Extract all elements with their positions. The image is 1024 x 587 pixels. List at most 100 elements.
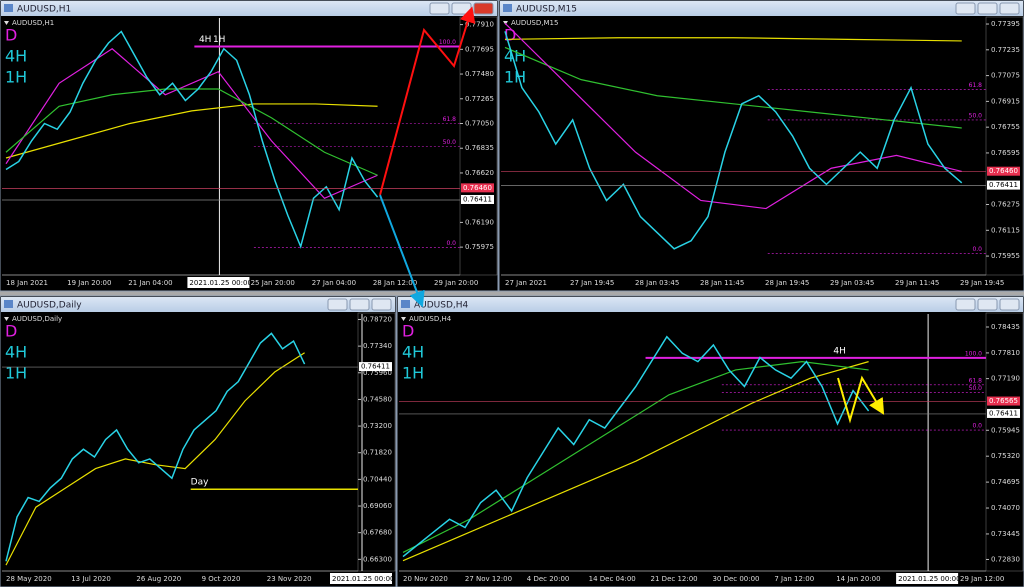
price-tag-label: 0.76411 xyxy=(989,409,1018,417)
x-tick-label: 29 Jan 03:45 xyxy=(830,279,874,287)
fib-label: 50.0 xyxy=(969,385,983,392)
y-tick-label: 0.75945 xyxy=(991,426,1020,434)
restore-button[interactable] xyxy=(977,2,998,15)
fib-label: 100.0 xyxy=(439,39,456,46)
x-tick-label: 14 Jan 20:00 xyxy=(836,575,880,583)
x-tick-label: 26 Aug 2020 xyxy=(136,575,181,583)
y-tick-label: 0.76595 xyxy=(991,149,1020,157)
chart-window: AUDUSD,H4AUDUSD,H4D4H1H0.784350.778100.7… xyxy=(396,295,1024,587)
x-tick-label: 21 Dec 12:00 xyxy=(651,575,698,583)
timeframe-label: 1H xyxy=(5,68,27,87)
minimize-button[interactable] xyxy=(429,2,450,15)
y-tick-label: 0.77480 xyxy=(465,70,494,78)
y-tick-label: 0.75320 xyxy=(991,452,1020,460)
close-button[interactable] xyxy=(999,298,1020,311)
price-tag xyxy=(987,166,1020,176)
moving-average xyxy=(504,22,962,210)
axis-panel xyxy=(459,16,498,276)
y-tick-label: 0.75960 xyxy=(363,369,392,377)
y-tick-label: 0.77910 xyxy=(465,21,494,29)
annotation: 4H xyxy=(833,346,846,356)
close-button[interactable] xyxy=(473,2,494,15)
timeframe-label: 4H xyxy=(504,47,526,66)
y-tick-label: 0.77190 xyxy=(991,375,1020,383)
x-tick-label: 30 Dec 00:00 xyxy=(712,575,759,583)
x-tick-label: 23 Nov 2020 xyxy=(267,575,312,583)
title-bar xyxy=(500,1,1023,16)
blue-arrow xyxy=(379,194,425,308)
window-title: AUDUSD,Daily xyxy=(17,301,82,311)
symbol-label: AUDUSD,H1 xyxy=(12,19,54,27)
x-tick-label: 29 Jan 20:00 xyxy=(434,279,478,287)
fib-label: 100.0 xyxy=(965,350,982,357)
timeframe-label: 4H xyxy=(5,343,27,362)
fib-label: 0.0 xyxy=(446,240,456,247)
y-tick-label: 0.76190 xyxy=(465,218,494,226)
y-tick-label: 0.77395 xyxy=(991,20,1020,28)
close-button[interactable] xyxy=(371,298,392,311)
date-highlight xyxy=(187,277,250,288)
title-bar xyxy=(1,1,497,16)
restore-button[interactable] xyxy=(349,298,370,311)
x-tick-label: 29 Jan 11:45 xyxy=(895,279,939,287)
y-tick-label: 0.76915 xyxy=(991,97,1020,105)
fib-label: 50.0 xyxy=(969,112,983,119)
y-tick-label: 0.67680 xyxy=(363,529,392,537)
x-tick-label: 21 Jan 04:00 xyxy=(128,279,172,287)
y-tick-label: 0.74695 xyxy=(991,478,1020,486)
y-tick-label: 0.76115 xyxy=(991,226,1020,234)
annotation: 4H xyxy=(199,35,212,45)
label-triangle xyxy=(4,21,9,25)
fib-label: 0.0 xyxy=(972,246,982,253)
y-tick-label: 0.78720 xyxy=(363,315,392,323)
y-tick-label: 0.75975 xyxy=(465,243,494,251)
y-tick-label: 0.77075 xyxy=(991,72,1020,80)
x-tick-label: 29 Jan 19:45 xyxy=(960,279,1004,287)
x-tick-label: 4 Dec 20:00 xyxy=(527,575,570,583)
price-tag-label: 0.76411 xyxy=(361,363,390,371)
x-tick-label: 27 Jan 19:45 xyxy=(570,279,614,287)
restore-button[interactable] xyxy=(977,298,998,311)
y-tick-label: 0.76835 xyxy=(465,144,494,152)
x-tick-label: 28 Jan 11:45 xyxy=(700,279,744,287)
moving-average xyxy=(402,361,869,562)
window-icon xyxy=(401,300,410,308)
x-tick-label: 28 Jan 03:45 xyxy=(635,279,679,287)
x-tick-label: 18 Jan 2021 xyxy=(6,279,48,287)
window-frame xyxy=(0,295,397,587)
price-line xyxy=(5,30,379,249)
y-tick-label: 0.73200 xyxy=(363,422,392,430)
moving-average xyxy=(402,361,869,553)
chart-window: AUDUSD,DailyAUDUSD,DailyD4H1H0.787200.77… xyxy=(0,295,397,587)
minimize-button[interactable] xyxy=(955,2,976,15)
price-line xyxy=(504,31,963,250)
x-tick-label: 28 May 2020 xyxy=(6,575,52,583)
restore-button[interactable] xyxy=(451,2,472,15)
timeframe-label: D xyxy=(5,322,17,341)
x-tick-label: 27 Nov 12:00 xyxy=(465,575,512,583)
x-tick-label: 7 Jan 12:00 xyxy=(774,575,814,583)
red-arrow xyxy=(379,6,476,196)
window-icon xyxy=(503,4,512,12)
y-tick-label: 0.74580 xyxy=(363,395,392,403)
fib-label: 61.8 xyxy=(443,116,457,123)
x-tick-label: 27 Jan 04:00 xyxy=(312,279,356,287)
price-line xyxy=(402,335,870,558)
timeframe-label: D xyxy=(402,322,414,341)
minimize-button[interactable] xyxy=(955,298,976,311)
price-tag-label: 0.76460 xyxy=(989,167,1018,175)
minimize-button[interactable] xyxy=(327,298,348,311)
y-tick-label: 0.78435 xyxy=(991,323,1020,331)
label-triangle xyxy=(401,317,406,321)
price-tag xyxy=(987,396,1020,406)
close-button[interactable] xyxy=(999,2,1020,15)
price-tag-label: 0.76411 xyxy=(989,181,1018,189)
window-frame xyxy=(396,295,1024,587)
price-tag xyxy=(987,180,1020,190)
window-icon xyxy=(4,300,13,308)
window-title: AUDUSD,H4 xyxy=(414,301,469,311)
date-highlight xyxy=(896,573,959,584)
symbol-label: AUDUSD,H4 xyxy=(409,315,452,323)
fib-label: 61.8 xyxy=(969,377,983,384)
